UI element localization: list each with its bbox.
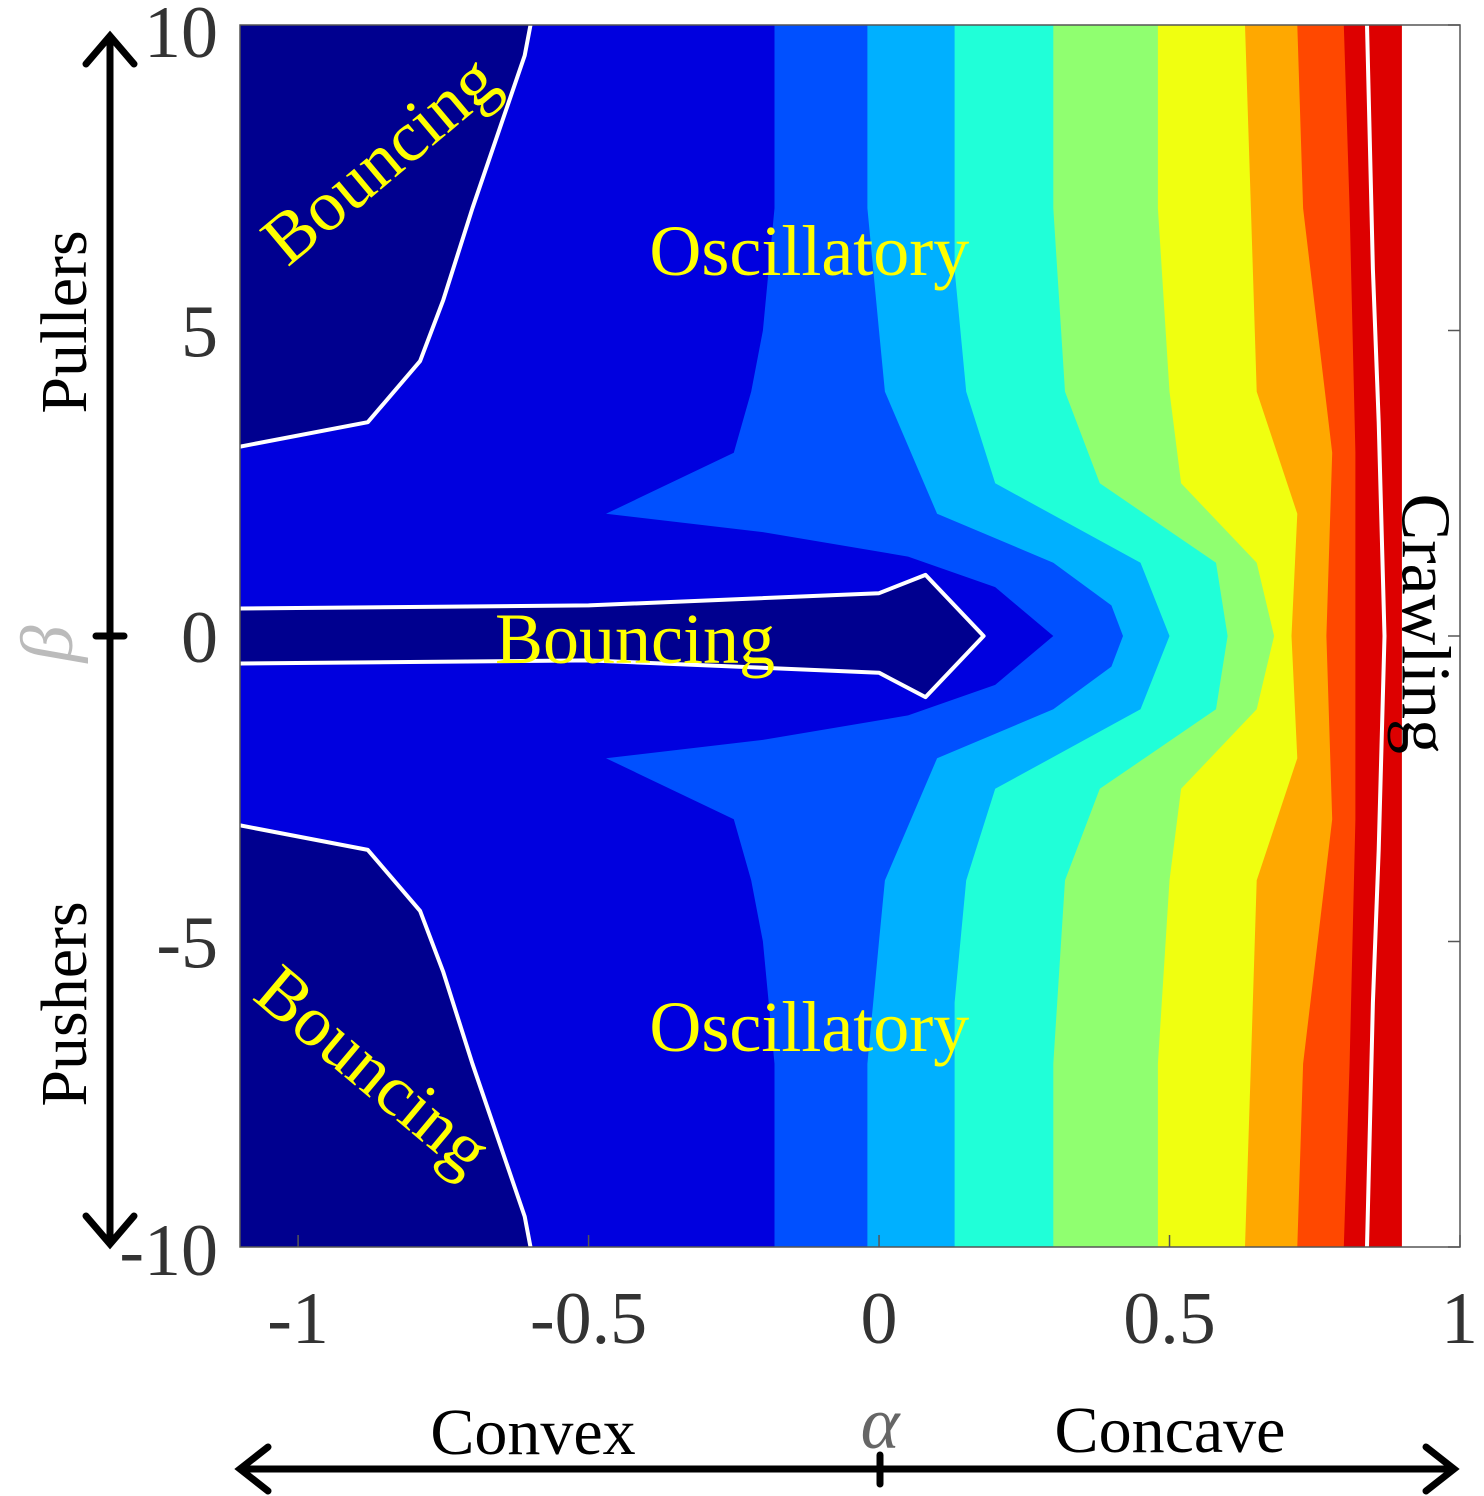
y-tick-label: 5 [181,292,218,374]
x-tick-label: 1 [1441,1278,1478,1360]
boundary-bouncing-center [240,572,986,700]
annotation-bouncing: Bouncing [495,599,775,679]
bouncing-region-top [240,25,531,447]
x-tick-label: -0.5 [530,1278,647,1360]
beta-double-arrow [82,30,138,1250]
axis-ticks [297,24,1461,1248]
alpha-arrow-head-right [1422,1443,1460,1495]
y-tick-label: 10 [144,0,218,74]
x-tick-label: 0 [861,1278,898,1360]
convex-label: Convex [430,1396,635,1469]
y-axis-label: β [7,625,89,664]
pushers-label: Pushers [28,901,101,1106]
boundary-bouncing-bottom [240,823,533,1247]
beta-arrow-head-down [82,1212,138,1250]
bouncing-region-bottom [240,825,531,1247]
x-tick-label: -1 [267,1278,329,1360]
x-tick-label: 0.5 [1123,1278,1216,1360]
boundary-crawling [1365,25,1387,1247]
beta-arrow-head-up [82,30,138,68]
alpha-arrow-head-left [234,1443,272,1495]
x-axis-label: α [861,1383,902,1465]
alpha-double-arrow [234,1443,1460,1495]
pullers-label: Pullers [28,230,101,413]
boundary-bouncing-top [240,25,533,449]
y-tick-label: 0 [181,597,218,679]
annotation-crawling: Crawling [1387,494,1464,755]
y-tick-label: -5 [156,903,218,985]
concave-label: Concave [1055,1394,1286,1467]
regime-boundaries [240,25,1387,1247]
contour-bands [240,25,1460,1247]
axis-tick-labels: 10 5 0 -5 -10 -1 -0.5 0 0.5 1 [119,0,1478,1360]
bouncing-region-center [240,574,984,698]
y-tick-label: -10 [119,1210,218,1292]
plot-area [240,25,1460,1247]
annotation-oscillatory: Oscillatory [649,987,969,1067]
annotation-oscillatory: Oscillatory [649,211,969,291]
